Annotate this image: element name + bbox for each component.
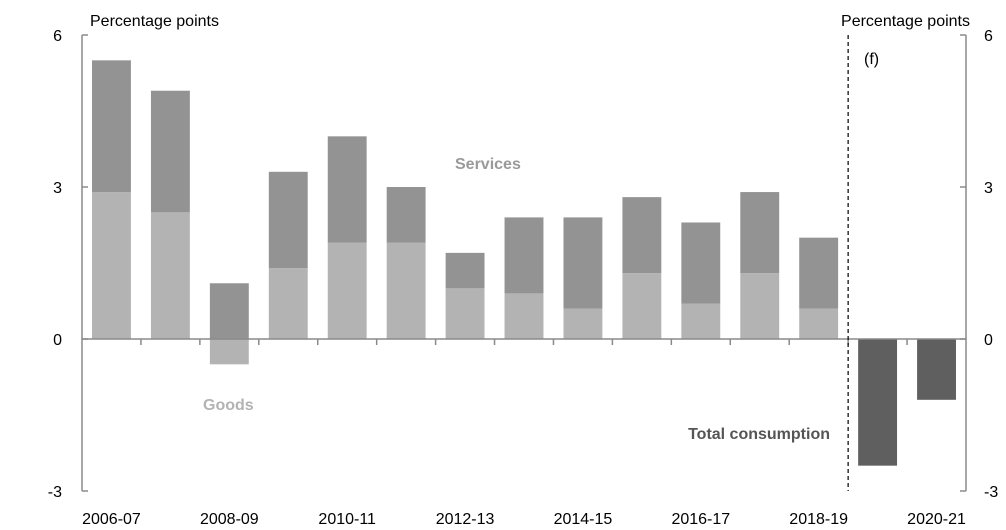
bar-services-2017-18 (740, 192, 780, 274)
bar-services-2010-11 (327, 136, 367, 243)
y-tick-label-right: 0 (984, 332, 993, 349)
bar-services-2016-17 (681, 222, 721, 304)
x-tick-label: 2016-17 (671, 511, 730, 528)
bar-goods-2009-10 (268, 268, 308, 339)
x-tick-label: 2006-07 (82, 511, 141, 528)
bar-goods-2017-18 (740, 273, 780, 339)
bar-services-2018-19 (799, 237, 839, 309)
bar-services-2015-16 (622, 197, 662, 274)
bar-services-2007-08 (150, 90, 190, 213)
y-tick-label-right: 3 (984, 180, 993, 197)
x-tick-label: 2020-21 (907, 511, 966, 528)
series-label-services: Services (455, 156, 521, 173)
x-tick-label: 2012-13 (436, 511, 495, 528)
x-tick-label: 2018-19 (789, 511, 848, 528)
bar-goods-2007-08 (150, 212, 190, 339)
bars (92, 60, 956, 466)
y-tick-label-left: 0 (53, 332, 62, 349)
y-tick-label-right: -3 (984, 484, 998, 501)
y-ticks-right: -3 0 3 6 (960, 28, 998, 501)
bar-goods-2006-07 (92, 192, 131, 339)
bar-services-2009-10 (268, 171, 308, 269)
y-axis-label-right: Percentage points (841, 13, 970, 30)
bar-goods-2014-15 (563, 308, 603, 339)
x-tick-label: 2010-11 (318, 511, 376, 528)
bar-services-2013-14 (504, 217, 544, 294)
bar-total-consumption-2020-21 (917, 339, 956, 400)
bar-goods-2016-17 (681, 303, 721, 339)
y-tick-label-right: 6 (984, 28, 993, 45)
x-tick-label: 2008-09 (200, 511, 259, 528)
bar-total-consumption-2019-20 (858, 339, 898, 466)
bar-goods-2008-09 (209, 339, 249, 365)
bar-services-2012-13 (445, 252, 485, 289)
x-ticks: 2006-07 2008-09 2010-11 2012-13 2014-15 2016-… (82, 339, 966, 528)
bar-services-2008-09 (209, 283, 249, 339)
bar-goods-2010-11 (327, 242, 367, 339)
bar-goods-2018-19 (799, 308, 839, 339)
bar-goods-2012-13 (445, 288, 485, 339)
bar-goods-2015-16 (622, 273, 662, 339)
bar-services-2011-12 (386, 187, 426, 243)
y-tick-label-left: 3 (53, 180, 62, 197)
y-axis-label-left: Percentage points (90, 13, 219, 30)
y-tick-label-left: 6 (53, 28, 62, 45)
bar-goods-2011-12 (386, 242, 426, 339)
y-tick-label-left: -3 (48, 484, 62, 501)
series-label-total-consumption: Total consumption (688, 426, 830, 443)
plot-frame (81, 35, 967, 491)
forecast-marker: (f) (864, 51, 879, 68)
x-tick-label: 2014-15 (554, 511, 613, 528)
series-label-goods: Goods (203, 397, 254, 414)
bar-services-2014-15 (563, 217, 603, 309)
bar-goods-2013-14 (504, 293, 544, 339)
bar-services-2006-07 (92, 60, 131, 193)
